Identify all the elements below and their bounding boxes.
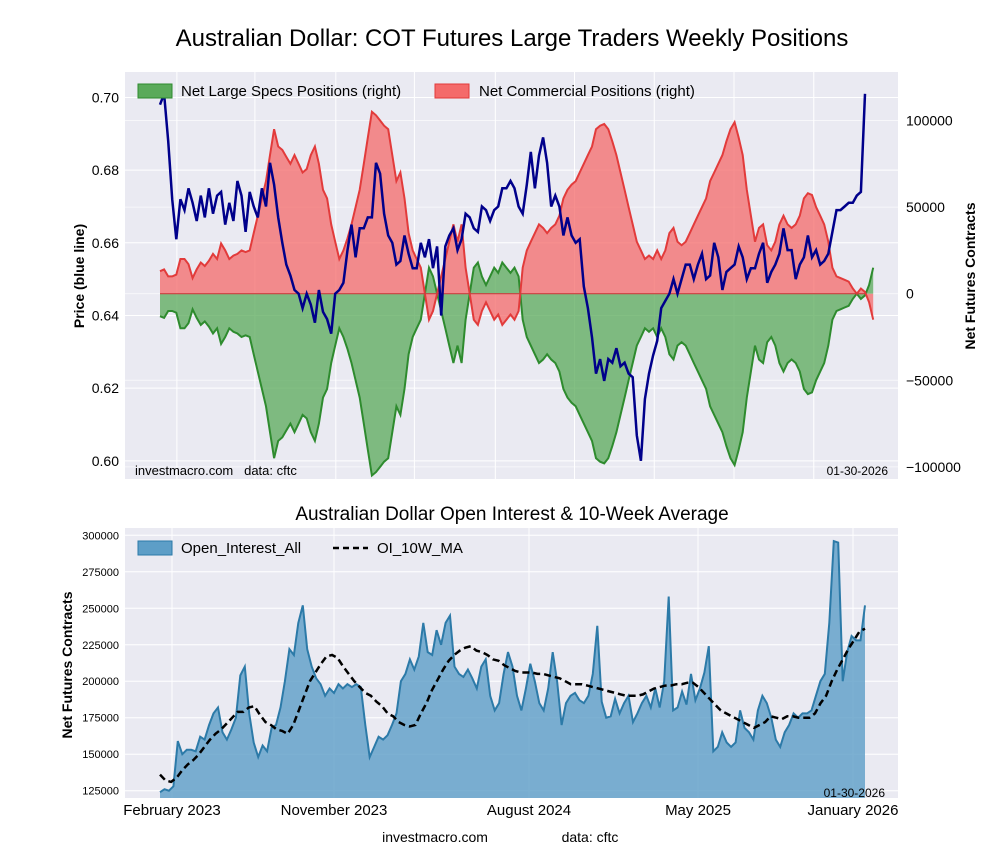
open-interest-tick-label: 225000 [82,640,119,652]
price-tick-label: 0.64 [92,307,119,323]
open-interest-title: Australian Dollar Open Interest & 10-Wee… [295,504,728,525]
price-tick-label: 0.60 [92,453,119,469]
legend-label-commercial: Net Commercial Positions (right) [479,83,695,100]
price-tick-label: 0.62 [92,380,119,396]
price-tick-label: 0.66 [92,235,119,251]
contracts-axis-label: Net Futures Contracts [962,202,978,349]
price-axis-label: Price (blue line) [71,224,87,328]
open-interest-areas [159,539,866,798]
open-interest-watermark-right: 01-30-2026 [824,786,886,800]
date-tick-label: February 2023 [123,802,221,819]
legend-swatch-open-interest [137,540,173,556]
open-interest-tick-label: 175000 [82,713,119,725]
contracts-tick-label: −50000 [906,372,953,388]
net-specs-line [159,260,875,478]
open-interest-tick-label: 275000 [82,567,119,579]
oi-10w-ma-line [159,627,866,784]
open-interest-panel: Australian Dollar Open Interest & 10-Wee… [59,504,898,819]
positions-panel: 0.60 0.62 0.64 0.66 0.68 0.70 −100000 −50000 0 5… [71,72,978,479]
open-interest-tick-label: 200000 [82,676,119,688]
footer-data-source: data: cftc [562,829,619,845]
figure-title: Australian Dollar: COT Futures Large Tra… [176,25,849,52]
legend-label-ma: OI_10W_MA [377,540,463,557]
price-tick-label: 0.70 [92,89,119,105]
footer-credit: investmacro.com [382,829,488,845]
open-interest-tick-label: 125000 [82,786,119,798]
net-specs-area [160,262,874,476]
open-interest-tick-label: 250000 [82,603,119,615]
price-line-group [158,93,867,461]
legend-label-specs: Net Large Specs Positions (right) [181,83,401,100]
contracts-tick-label: 100000 [906,112,953,128]
open-interest-tick-label: 150000 [82,749,119,761]
contracts-tick-label: −100000 [906,459,961,475]
positions-watermark-left: investmacro.com data: cftc [135,463,297,478]
date-tick-label: January 2026 [808,802,899,819]
open-interest-axis-label: Net Futures Contracts [59,591,75,738]
positions-watermark-right: 01-30-2026 [827,464,889,478]
open-interest-line [159,539,866,794]
contracts-tick-label: 50000 [906,199,945,215]
positions-legend: Net Large Specs Positions (right) Net Co… [137,83,695,100]
open-interest-axis: 125000 150000 175000 200000 225000 250000 2750… [82,530,119,797]
date-tick-label: May 2025 [665,802,731,819]
legend-swatch-specs [137,83,173,99]
legend-swatch-commercial [434,83,470,99]
net-commercial-line [159,109,875,328]
open-interest-tick-label: 300000 [82,530,119,542]
date-tick-label: November 2023 [281,802,388,819]
price-tick-label: 0.68 [92,162,119,178]
price-axis: 0.60 0.62 0.64 0.66 0.68 0.70 [92,89,119,468]
contracts-tick-label: 0 [906,286,914,302]
price-line [158,93,867,461]
open-interest-legend: Open_Interest_All OI_10W_MA [137,540,463,557]
contracts-axis: −100000 −50000 0 50000 100000 [906,112,961,474]
date-axis: February 2023 November 2023 August 2024 May… [123,802,898,819]
date-tick-label: August 2024 [487,802,571,819]
legend-label-open-interest: Open_Interest_All [181,540,301,557]
